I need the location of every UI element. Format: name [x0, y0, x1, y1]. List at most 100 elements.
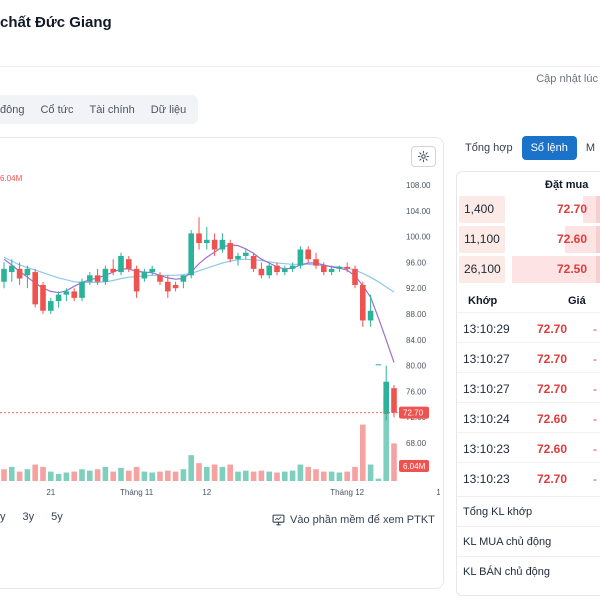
candle-body	[165, 281, 171, 292]
bid-volume: 26,100	[459, 256, 505, 283]
trade-change: -	[593, 382, 597, 396]
candle-body	[48, 301, 54, 311]
candle-body	[328, 268, 335, 273]
volume-bar	[243, 470, 249, 481]
candle-body	[157, 275, 163, 282]
volume-bar	[16, 471, 23, 481]
bid-volume: 11,100	[459, 226, 505, 253]
volume-bar	[282, 471, 288, 481]
last-price-badge	[399, 406, 429, 419]
ptkt-label: Vào phần mềm để xem PTKT	[290, 514, 435, 526]
tab-data[interactable]: Dữ liệu	[150, 103, 187, 116]
trade-time: 13:10:29	[463, 322, 510, 336]
volume-bar	[266, 471, 272, 481]
volume-bar	[55, 473, 62, 481]
volume-bar	[219, 466, 226, 481]
candle-body	[9, 265, 15, 273]
ma-fast-line	[3, 244, 395, 363]
candle-body	[227, 243, 233, 260]
volume-bar	[352, 466, 358, 481]
monitor-icon	[272, 514, 285, 526]
volume-bar	[9, 466, 15, 481]
bid-row[interactable]: 11,100 72.60	[457, 226, 600, 253]
trade-time: 13:10:27	[463, 382, 510, 396]
candle-body	[219, 239, 226, 250]
candle-body	[196, 233, 202, 244]
period-3y[interactable]: 3y	[22, 511, 35, 523]
candle-body	[367, 310, 374, 321]
tab-shareholders[interactable]: đông	[0, 103, 25, 116]
volume-bar	[126, 470, 132, 481]
tab-more[interactable]: M	[585, 142, 596, 154]
period-5y[interactable]: 5y	[51, 511, 63, 523]
trades-price-header: Giá	[568, 295, 586, 307]
candle-body	[180, 275, 187, 282]
volume-bar	[383, 396, 389, 481]
price-chart[interactable]: 108.00 104.00 100.00 96.00 92.00 88.00 84.00 80…	[0, 165, 440, 505]
tab-order-book[interactable]: Sổ lệnh	[521, 136, 577, 160]
bid-depth-bar	[512, 256, 596, 283]
candle-body	[336, 266, 343, 269]
price-tick-label: 108.00	[406, 181, 431, 190]
bid-edge	[596, 256, 600, 283]
volume-bar	[180, 469, 187, 481]
tab-dividends[interactable]: Cổ tức	[40, 103, 74, 116]
candle-body	[55, 294, 62, 302]
price-tick-label: 68.00	[406, 439, 427, 448]
chart-settings-button[interactable]	[411, 146, 436, 167]
trade-time: 13:10:23	[463, 472, 510, 486]
tab-financials[interactable]: Tài chính	[89, 103, 135, 116]
volume-legend: 6.04M	[0, 174, 23, 183]
trade-row: 13:10:29 72.70 -	[457, 312, 600, 342]
candle-body	[266, 265, 272, 276]
candle-body	[352, 268, 358, 285]
candle-body	[149, 268, 155, 273]
ptkt-link[interactable]: Vào phần mềm để xem PTKT	[272, 514, 435, 526]
candle-body	[141, 272, 148, 279]
candle-body	[282, 268, 288, 273]
volume-bar	[360, 424, 366, 481]
summary-label: KL BÁN chủ động	[463, 566, 551, 578]
trade-row: 13:10:23 72.70 -	[457, 462, 600, 492]
volume-bar	[188, 455, 194, 481]
summary-label: KL MUA chủ động	[463, 536, 552, 548]
bid-row[interactable]: 26,100 72.50	[457, 256, 600, 283]
gear-icon	[417, 150, 430, 163]
volume-bar	[87, 470, 93, 481]
summary-active-sell: KL BÁN chủ động	[457, 556, 600, 586]
candle-body	[172, 284, 179, 289]
volume-bar	[258, 470, 265, 481]
x-tick-label: Tháng 11	[120, 488, 154, 497]
volume-bar	[48, 471, 54, 481]
trade-row: 13:10:23 72.60 -	[457, 432, 600, 462]
candle-body	[32, 272, 38, 305]
page-title: chất Đức Giang	[0, 14, 112, 31]
price-tick-label: 80.00	[406, 362, 427, 371]
trade-price: 72.70	[537, 322, 568, 336]
bid-price: 72.50	[557, 262, 588, 276]
candle-body	[360, 284, 366, 321]
candle-body	[375, 364, 382, 366]
volume-bar	[79, 469, 85, 481]
volume-bar	[40, 466, 46, 481]
chart-card	[0, 137, 444, 589]
candle-body	[204, 239, 210, 244]
last-price-label: 72.70	[403, 409, 424, 418]
candle-body	[289, 265, 296, 269]
volume-bar	[328, 471, 335, 481]
bid-price: 72.60	[557, 232, 588, 246]
period-1y[interactable]: y	[0, 511, 6, 523]
tab-summary[interactable]: Tổng hợp	[465, 142, 513, 154]
volume-bar	[313, 469, 319, 481]
section-tabs: đông Cổ tức Tài chính Dữ liệu	[0, 95, 198, 124]
volume-bar	[250, 471, 257, 481]
volume-bar	[102, 466, 109, 481]
volume-bar	[211, 464, 218, 481]
bid-row[interactable]: 1,400 72.70	[457, 196, 600, 223]
candle-body	[305, 249, 311, 260]
candle-body	[243, 252, 249, 256]
volume-bar	[172, 471, 179, 481]
candle-body	[40, 284, 46, 311]
volume-bar	[133, 466, 140, 481]
